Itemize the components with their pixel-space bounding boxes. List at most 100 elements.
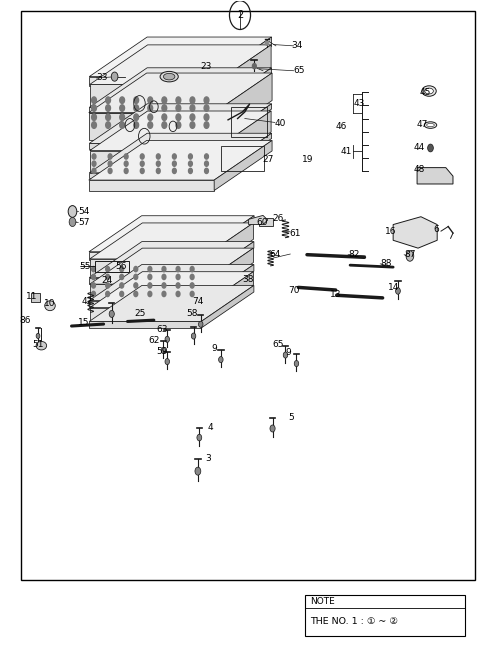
Circle shape bbox=[162, 274, 166, 279]
Text: 5: 5 bbox=[288, 413, 294, 422]
Text: 41: 41 bbox=[340, 147, 352, 155]
Polygon shape bbox=[90, 223, 253, 259]
Circle shape bbox=[106, 283, 109, 288]
Text: 54: 54 bbox=[78, 207, 90, 216]
Polygon shape bbox=[201, 241, 254, 284]
Circle shape bbox=[172, 169, 176, 173]
Polygon shape bbox=[90, 248, 253, 284]
Polygon shape bbox=[90, 308, 201, 321]
Circle shape bbox=[204, 122, 209, 129]
Text: 48: 48 bbox=[413, 165, 425, 174]
Circle shape bbox=[106, 122, 110, 129]
Circle shape bbox=[199, 321, 203, 327]
Text: 59: 59 bbox=[156, 347, 168, 356]
Circle shape bbox=[176, 122, 181, 129]
Circle shape bbox=[120, 274, 124, 279]
Text: 2: 2 bbox=[237, 10, 243, 20]
Polygon shape bbox=[89, 264, 254, 300]
Ellipse shape bbox=[160, 72, 178, 82]
Circle shape bbox=[204, 154, 208, 159]
Circle shape bbox=[162, 283, 166, 288]
Circle shape bbox=[92, 97, 96, 104]
Circle shape bbox=[197, 434, 202, 441]
Circle shape bbox=[176, 266, 180, 272]
Bar bbox=[221, 146, 264, 171]
Text: 34: 34 bbox=[292, 41, 303, 51]
Circle shape bbox=[120, 283, 124, 288]
Circle shape bbox=[396, 287, 400, 295]
Text: 38: 38 bbox=[242, 275, 254, 284]
Text: 63: 63 bbox=[156, 325, 168, 334]
Polygon shape bbox=[249, 215, 268, 224]
Circle shape bbox=[124, 169, 128, 173]
Text: 47: 47 bbox=[416, 120, 428, 129]
Text: 64: 64 bbox=[270, 250, 281, 259]
Polygon shape bbox=[89, 77, 214, 86]
Circle shape bbox=[176, 274, 180, 279]
Polygon shape bbox=[90, 85, 213, 107]
Text: 25: 25 bbox=[135, 309, 146, 318]
Text: 57: 57 bbox=[78, 218, 90, 227]
Polygon shape bbox=[89, 133, 272, 173]
Circle shape bbox=[161, 348, 166, 354]
Ellipse shape bbox=[422, 86, 436, 96]
Polygon shape bbox=[393, 216, 437, 248]
Ellipse shape bbox=[36, 341, 47, 350]
Circle shape bbox=[148, 283, 152, 288]
Polygon shape bbox=[90, 284, 201, 298]
Text: 3: 3 bbox=[205, 455, 211, 463]
Circle shape bbox=[120, 114, 124, 121]
Circle shape bbox=[92, 266, 96, 272]
Circle shape bbox=[172, 154, 176, 159]
Circle shape bbox=[192, 333, 196, 339]
Circle shape bbox=[106, 291, 109, 297]
Circle shape bbox=[204, 105, 209, 112]
Text: 4: 4 bbox=[207, 423, 213, 432]
Polygon shape bbox=[89, 285, 254, 321]
Text: 46: 46 bbox=[336, 122, 347, 131]
Circle shape bbox=[162, 97, 167, 104]
Circle shape bbox=[134, 283, 138, 288]
Text: 9: 9 bbox=[286, 348, 291, 358]
Circle shape bbox=[134, 291, 138, 297]
Polygon shape bbox=[90, 259, 201, 276]
Circle shape bbox=[190, 283, 194, 288]
Circle shape bbox=[109, 310, 114, 318]
Circle shape bbox=[106, 266, 109, 272]
Polygon shape bbox=[90, 151, 213, 172]
Circle shape bbox=[92, 154, 96, 159]
Text: 87: 87 bbox=[404, 250, 416, 259]
Text: 65: 65 bbox=[273, 340, 284, 349]
Circle shape bbox=[134, 122, 139, 129]
Circle shape bbox=[140, 161, 144, 167]
Circle shape bbox=[270, 425, 275, 432]
Bar bbox=[231, 108, 267, 137]
Circle shape bbox=[92, 169, 96, 173]
Circle shape bbox=[156, 169, 160, 173]
Circle shape bbox=[140, 154, 144, 159]
Circle shape bbox=[134, 274, 138, 279]
Text: 45: 45 bbox=[420, 88, 431, 97]
Circle shape bbox=[165, 337, 169, 342]
Circle shape bbox=[190, 97, 195, 104]
Circle shape bbox=[134, 114, 139, 121]
Text: 74: 74 bbox=[192, 297, 204, 306]
Polygon shape bbox=[89, 104, 272, 144]
Text: 43: 43 bbox=[353, 99, 365, 108]
Circle shape bbox=[148, 114, 153, 121]
Text: 86: 86 bbox=[20, 316, 31, 325]
Circle shape bbox=[120, 122, 124, 129]
Circle shape bbox=[204, 169, 208, 173]
Polygon shape bbox=[89, 180, 214, 190]
Text: 6: 6 bbox=[434, 225, 440, 234]
Ellipse shape bbox=[424, 122, 437, 129]
Text: 55: 55 bbox=[80, 262, 91, 271]
Polygon shape bbox=[417, 168, 453, 184]
Ellipse shape bbox=[425, 88, 433, 94]
Circle shape bbox=[189, 154, 192, 159]
Circle shape bbox=[294, 361, 299, 367]
Text: 14: 14 bbox=[388, 283, 400, 292]
Polygon shape bbox=[89, 277, 201, 284]
Text: 27: 27 bbox=[262, 155, 274, 163]
Circle shape bbox=[108, 169, 112, 173]
